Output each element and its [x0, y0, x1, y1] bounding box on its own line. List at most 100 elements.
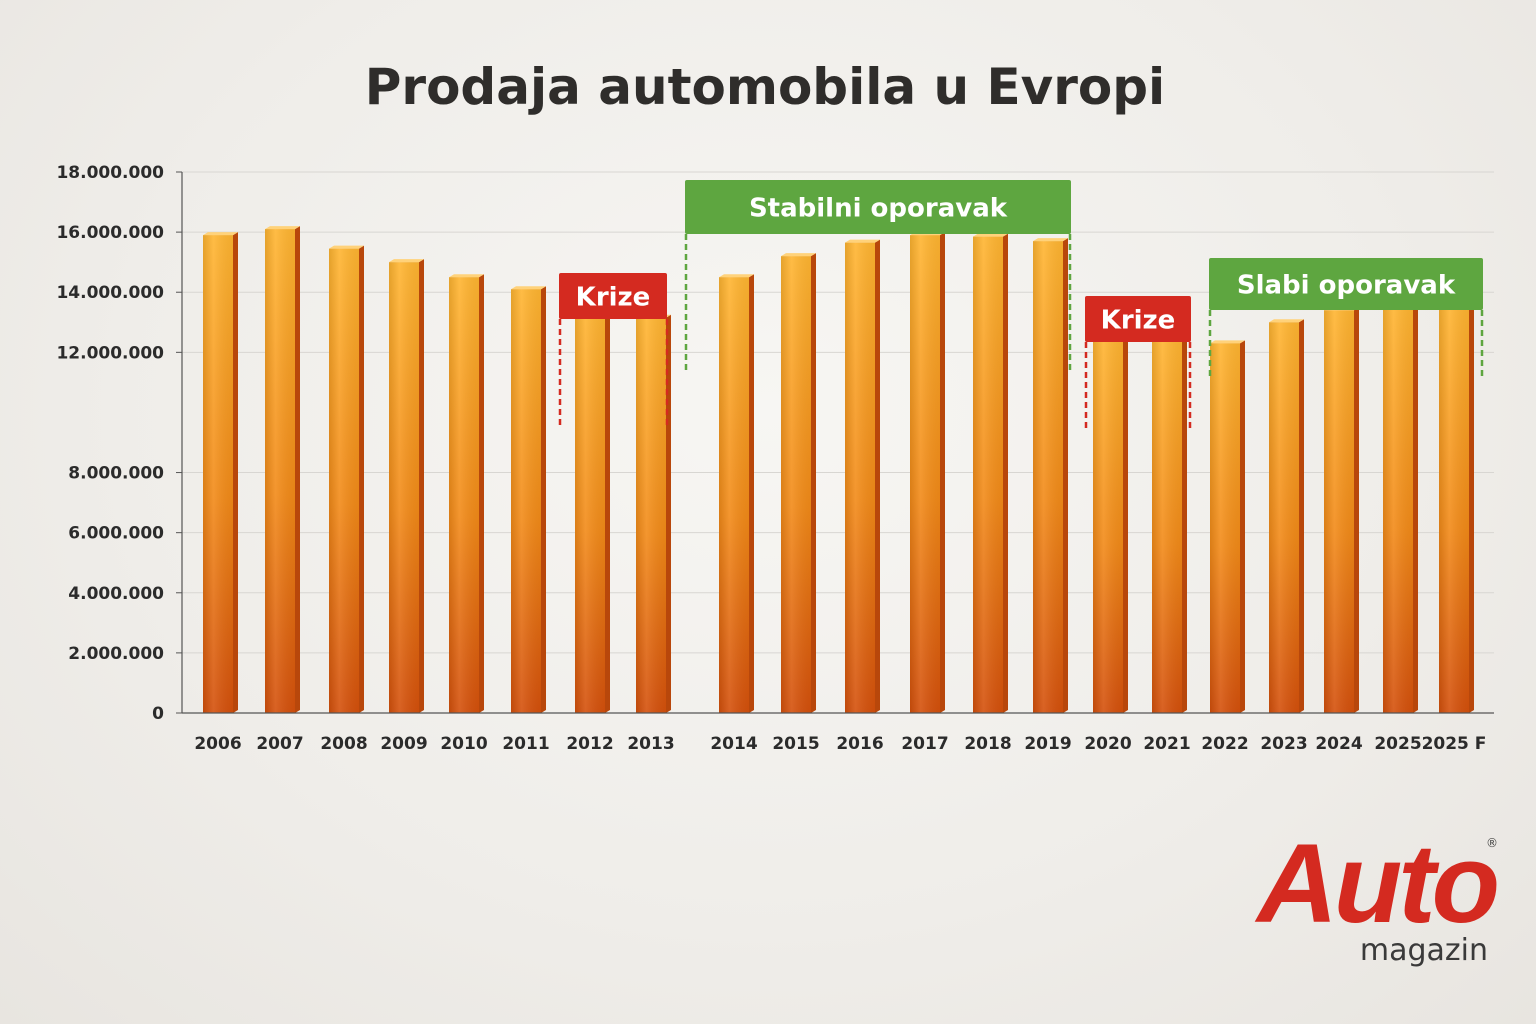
- bar-top: [203, 232, 238, 236]
- bar-side: [359, 245, 364, 713]
- bar-shade: [329, 248, 359, 713]
- x-tick-label: 2008: [320, 734, 367, 754]
- bar-2010: [449, 274, 484, 713]
- x-tick-label: 2022: [1201, 734, 1248, 754]
- annotation-label: Slabi oporavak: [1237, 270, 1456, 300]
- bar-2021: [1152, 335, 1187, 713]
- x-tick-label: 2025: [1374, 734, 1421, 754]
- annotation-recovery: Slabi oporavak: [1208, 258, 1484, 376]
- bar-shade: [1269, 322, 1299, 713]
- annotation-label: Krize: [576, 282, 651, 312]
- chart-title: Prodaja automobila u Evropi: [364, 58, 1166, 116]
- x-tick-label: 2017: [901, 734, 948, 754]
- bar-2022: [1210, 340, 1245, 713]
- x-tick-label: 2006: [194, 734, 241, 754]
- bar-shade: [575, 310, 605, 713]
- y-tick-label: 16.000.000: [56, 223, 164, 243]
- bar-top: [781, 253, 816, 257]
- x-tick-label: 2014: [710, 734, 757, 754]
- bar-side: [1123, 332, 1128, 713]
- bar-side: [295, 226, 300, 713]
- bar-side: [1413, 302, 1418, 713]
- bar-side: [940, 232, 945, 713]
- bar-2009: [389, 259, 424, 713]
- bar-2007: [265, 226, 300, 713]
- bar-2008: [329, 245, 364, 713]
- bar-side: [811, 253, 816, 713]
- y-axis: 0 2.000.000 4.000.000 6.000.000 8.000.000 12.…: [56, 163, 183, 724]
- bar-2011: [511, 286, 546, 713]
- annotation-label: Stabilni oporavak: [749, 193, 1008, 223]
- bar-2020: [1093, 332, 1128, 713]
- bar-side: [875, 239, 880, 713]
- bar-2023: [1269, 319, 1304, 713]
- x-tick-label: 2011: [502, 734, 549, 754]
- x-tick-label: 2009: [380, 734, 427, 754]
- bar-top: [389, 259, 424, 263]
- x-tick-label: 2007: [256, 734, 303, 754]
- bar-top: [1210, 340, 1245, 344]
- bar-top: [973, 233, 1008, 237]
- x-tick-label: 2012: [566, 734, 613, 754]
- bar-shade: [910, 235, 940, 713]
- bar-top: [1269, 319, 1304, 323]
- bar-2015: [781, 253, 816, 713]
- y-tick-label: 18.000.000: [56, 163, 164, 183]
- bar-side: [749, 274, 754, 713]
- bar-shade: [265, 229, 295, 713]
- bar-2024: [1324, 307, 1359, 713]
- y-tick-label: 12.000.000: [56, 343, 164, 363]
- bar-shade: [203, 235, 233, 713]
- bar-side: [1182, 335, 1187, 713]
- bar-top: [265, 226, 300, 230]
- y-tick-label: 8.000.000: [68, 464, 164, 484]
- x-tick-label: 2020: [1084, 734, 1131, 754]
- y-tick-label: 2.000.000: [68, 644, 164, 664]
- bar-shade: [389, 262, 419, 713]
- annotation-label: Krize: [1101, 305, 1176, 335]
- bar-shade: [1152, 338, 1182, 713]
- bar-side: [541, 286, 546, 713]
- x-tick-label: 2015: [772, 734, 819, 754]
- bar-2025 F: [1439, 299, 1474, 713]
- y-tick-label: 0: [152, 704, 164, 724]
- bar-side: [1063, 238, 1068, 713]
- bar-top: [449, 274, 484, 278]
- bar-shade: [1439, 302, 1469, 713]
- x-tick-label: 2023: [1260, 734, 1307, 754]
- bar-side: [1240, 340, 1245, 713]
- bar-2016: [845, 239, 880, 713]
- annotation-recovery: Stabilni oporavak: [684, 180, 1072, 372]
- bar-shade: [845, 242, 875, 713]
- bar-shade: [1383, 305, 1413, 713]
- auto-magazin-logo: Auto ® magazin: [1200, 828, 1500, 978]
- logo-subtitle: magazin: [1359, 933, 1488, 968]
- bar-2006: [203, 232, 238, 713]
- bar-2012: [575, 307, 610, 713]
- bar-shade: [1033, 241, 1063, 713]
- bar-shade: [973, 236, 1003, 713]
- bar-top: [511, 286, 546, 290]
- x-tick-label: 2024: [1315, 734, 1362, 754]
- bar-shade: [449, 277, 479, 713]
- bar-shade: [511, 289, 541, 713]
- bar-side: [1469, 299, 1474, 713]
- annotation-box: [685, 180, 1071, 234]
- bar-shade: [636, 317, 666, 713]
- bar-shade: [781, 256, 811, 713]
- x-tick-label: 2018: [964, 734, 1011, 754]
- annotation-box: [1085, 296, 1191, 342]
- bar-top: [1033, 238, 1068, 242]
- bar-top: [845, 239, 880, 243]
- annotation-crisis: Krize: [1084, 296, 1192, 430]
- bar-2018: [973, 233, 1008, 713]
- annotation-box: [559, 273, 667, 319]
- x-tick-label: 2021: [1143, 734, 1190, 754]
- bar-2014: [719, 274, 754, 713]
- bar-side: [479, 274, 484, 713]
- bar-2025: [1383, 302, 1418, 713]
- bar-side: [1299, 319, 1304, 713]
- x-tick-label: 2013: [627, 734, 674, 754]
- bar-top: [329, 245, 364, 249]
